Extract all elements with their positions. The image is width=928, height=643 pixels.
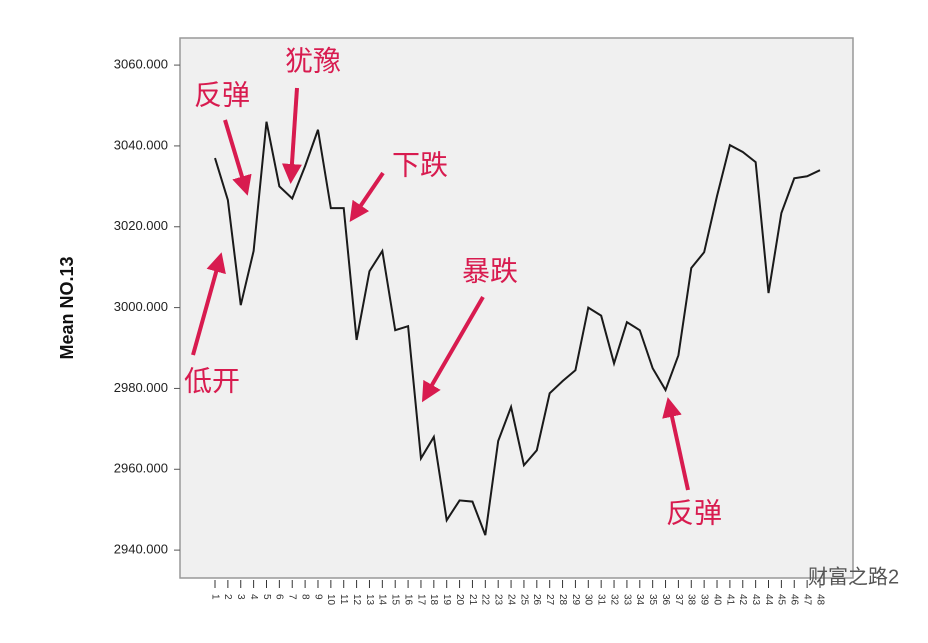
y-tick-label: 3060.000 — [114, 57, 168, 72]
x-tick-label: 11 — [338, 594, 349, 605]
x-tick-label: 37 — [673, 594, 684, 606]
x-tick-label: 13 — [364, 594, 375, 606]
x-tick-label: 20 — [454, 594, 465, 606]
x-tick-label: 31 — [596, 594, 607, 606]
x-tick-label: 25 — [518, 594, 529, 606]
x-tick-label: 42 — [737, 594, 748, 606]
x-tick-label: 16 — [402, 594, 413, 606]
x-tick-label: 1 — [209, 594, 220, 600]
annotation-arrows — [191, 87, 690, 491]
x-tick-label: 2 — [222, 594, 233, 600]
x-tick-label: 47 — [801, 594, 812, 606]
x-tick-label: 38 — [686, 594, 697, 606]
x-tick-label: 21 — [467, 594, 478, 606]
x-tick-label: 48 — [814, 594, 825, 606]
x-tick-label: 43 — [750, 594, 761, 606]
x-tick-label: 35 — [647, 594, 658, 606]
x-tick-label: 14 — [377, 594, 388, 606]
arrow — [281, 87, 302, 184]
annotation: 低开 — [184, 365, 240, 396]
y-tick-label: 3040.000 — [114, 137, 168, 152]
x-tick-label: 41 — [724, 594, 735, 606]
x-tick-label: 5 — [261, 594, 272, 600]
watermark: 财富之路2 — [808, 565, 899, 588]
x-tick-label: 15 — [390, 594, 401, 606]
x-tick-label: 33 — [621, 594, 632, 606]
y-tick-label: 3020.000 — [114, 218, 168, 233]
x-tick-label: 32 — [608, 594, 619, 606]
y-tick-label: 2940.000 — [114, 542, 168, 557]
x-tick-label: 34 — [634, 594, 645, 606]
x-tick-label: 18 — [428, 594, 439, 606]
y-tick-label: 3000.000 — [114, 299, 168, 314]
x-tick-label: 3 — [235, 594, 246, 600]
x-tick-label: 44 — [763, 594, 774, 606]
x-tick-label: 7 — [287, 594, 298, 600]
annotation: 反弹 — [666, 497, 722, 528]
x-tick-label: 24 — [505, 594, 516, 606]
annotation: 反弹 — [194, 79, 250, 110]
x-tick-label: 23 — [493, 594, 504, 606]
x-tick-label: 30 — [583, 594, 594, 606]
x-tick-label: 40 — [711, 594, 722, 606]
arrow — [349, 171, 385, 222]
x-tick-label: 6 — [274, 594, 285, 600]
x-tick-label: 27 — [544, 594, 555, 606]
x-tick-label: 39 — [699, 594, 710, 606]
plot-area — [179, 37, 854, 579]
x-tick-label: 46 — [789, 594, 800, 606]
x-tick-label: 28 — [557, 594, 568, 606]
annotation: 暴跌 — [462, 255, 518, 286]
x-tick-label: 10 — [325, 594, 336, 606]
y-tick-label: 2960.000 — [114, 461, 168, 476]
x-tick-label: 29 — [570, 594, 581, 606]
x-tick-label: 12 — [351, 594, 362, 606]
x-tick-label: 22 — [480, 594, 491, 606]
arrow — [421, 295, 485, 403]
arrow — [223, 119, 252, 196]
x-tick-label: 19 — [441, 594, 452, 606]
y-axis-label: Mean NO.13 — [57, 256, 77, 359]
data-line — [214, 121, 821, 536]
arrow — [662, 397, 690, 491]
annotation: 犹豫 — [285, 45, 341, 76]
arrow — [191, 252, 226, 356]
y-tick-label: 2980.000 — [114, 380, 168, 395]
x-tick-label: 45 — [776, 594, 787, 606]
x-tick-label: 36 — [660, 594, 671, 606]
x-tick-label: 4 — [248, 594, 259, 600]
x-tick-label: 26 — [531, 594, 542, 606]
x-tick-label: 17 — [415, 594, 426, 606]
annotation: 下跌 — [392, 149, 448, 180]
x-tick-label: 9 — [312, 594, 323, 600]
x-tick-label: 8 — [299, 594, 310, 600]
